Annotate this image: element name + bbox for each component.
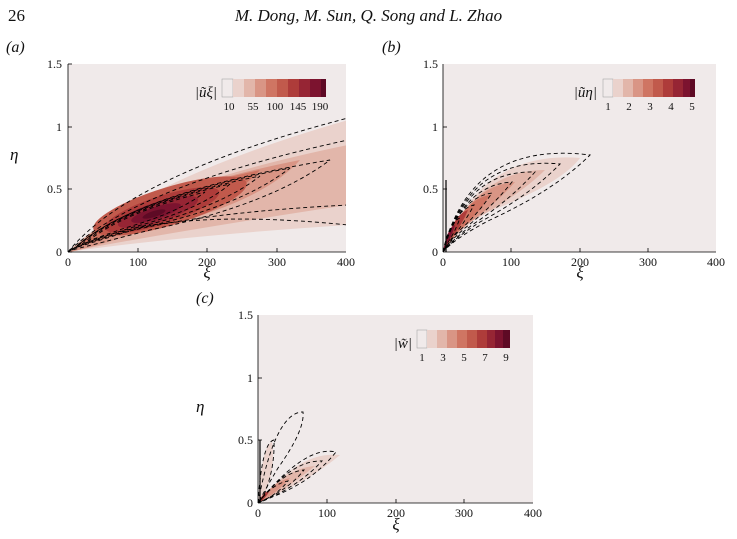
panel-a-xtick: 300 [268, 255, 286, 269]
panel-c-xtick: 400 [524, 506, 542, 520]
panel-c-xtick: 200 [387, 506, 405, 520]
panel-b-colorbar-tick: 3 [647, 101, 653, 113]
panel-c-ytick: 0 [247, 496, 253, 510]
panel-a-xtick: 0 [65, 255, 71, 269]
panel-b-ytick: 0 [432, 245, 438, 259]
page-number: 26 [8, 6, 25, 25]
panel-b-contours [443, 152, 591, 252]
panel-c-colorbar-tick: 9 [503, 352, 509, 364]
panel-c-colorbar-tick: 3 [440, 352, 446, 364]
panel-c-ytick: 0.5 [238, 433, 253, 447]
panel-a-contours [68, 118, 346, 252]
panel-b-xtick: 400 [707, 255, 725, 269]
panel-c-xtick: 0 [255, 506, 261, 520]
panel-b-colorbar-tick: 2 [626, 101, 632, 113]
panel-b-label: (b) [382, 39, 401, 56]
panel-a-colorbar-tick: 55 [248, 101, 260, 113]
panel-b-axes [442, 64, 716, 253]
panel-b-ytick: 0.5 [423, 182, 438, 196]
panel-b-colorbar-title: |ũη| [574, 85, 597, 101]
panel-a-ylabel: η [10, 145, 18, 164]
panel-a-colorbar: |ũξ| 10 55 100 145 190 [195, 78, 329, 113]
panel-a-xlabel: ξ [203, 263, 211, 282]
panel-b-xtick: 100 [502, 255, 520, 269]
running-title: M. Dong, M. Sun, Q. Song and L. Zhao [234, 6, 503, 25]
panel-b-level-2 [443, 170, 545, 252]
panel-b-xlabel: ξ [576, 263, 584, 282]
panel-a-colorbar-tick: 145 [290, 101, 307, 113]
panel-a-colorbar-tick: 100 [267, 101, 284, 113]
panel-b-colorbar-tick: 1 [605, 101, 611, 113]
panel-b-ytick: 1 [432, 120, 438, 134]
panel-c-upper-lobe-fill [258, 442, 273, 503]
panel-b-ytick: 1.5 [423, 57, 438, 71]
panel-a-ytick: 1 [56, 120, 62, 134]
panel-c-label: (c) [196, 290, 214, 307]
panel-c-xtick: 100 [318, 506, 336, 520]
panel-b-level-5 [443, 210, 468, 252]
panel-c-axes [257, 315, 533, 504]
panel-b-colorbar-tick: 5 [689, 101, 695, 113]
panel-c: (c) 0 0.5 1 1.5 0 100 [196, 290, 542, 534]
panel-c-colorbar-tick: 5 [461, 352, 467, 364]
panel-c-ytick: 1 [247, 371, 253, 385]
panel-b-level-1 [443, 157, 580, 252]
panel-c-xlabel: ξ [392, 515, 400, 534]
panel-a-level-9 [142, 209, 166, 219]
panel-b-xtick: 300 [639, 255, 657, 269]
panel-a-xtick: 400 [337, 255, 355, 269]
panel-c-colorbar-tick: 1 [419, 352, 425, 364]
panel-b-xtick: 0 [440, 255, 446, 269]
panel-a-colorbar-title: |ũξ| [195, 85, 217, 101]
panel-a-xtick: 100 [129, 255, 147, 269]
panel-c-ylabel: η [196, 397, 204, 416]
panel-c-colorbar: |w̃| 1 3 5 7 9 [394, 329, 510, 364]
panel-a-colorbar-tick: 10 [224, 101, 236, 113]
panel-a-ytick: 1.5 [47, 57, 62, 71]
panel-c-xtick: 300 [455, 506, 473, 520]
panel-a-label: (a) [6, 39, 25, 56]
panel-c-ytick: 1.5 [238, 308, 253, 322]
panel-c-contours [258, 411, 340, 503]
panel-c-colorbar-tick: 7 [482, 352, 488, 364]
panel-b-colorbar: |ũη| 1 2 3 4 5 [574, 78, 695, 113]
panel-a-ytick: 0 [56, 245, 62, 259]
panel-a-xtick: 200 [198, 255, 216, 269]
panel-a-axes [67, 63, 346, 253]
panel-a-ytick: 0.5 [47, 182, 62, 196]
panel-a: (a) [6, 39, 355, 282]
panel-b-xtick: 200 [571, 255, 589, 269]
panel-a-colorbar-tick: 190 [312, 101, 329, 113]
panel-c-lower-lobe-level-3 [258, 478, 290, 503]
panel-c-colorbar-title: |w̃| [394, 336, 412, 352]
panel-b: (b) 0 0.5 1 1.5 [382, 39, 725, 282]
panel-b-colorbar-tick: 4 [668, 101, 674, 113]
